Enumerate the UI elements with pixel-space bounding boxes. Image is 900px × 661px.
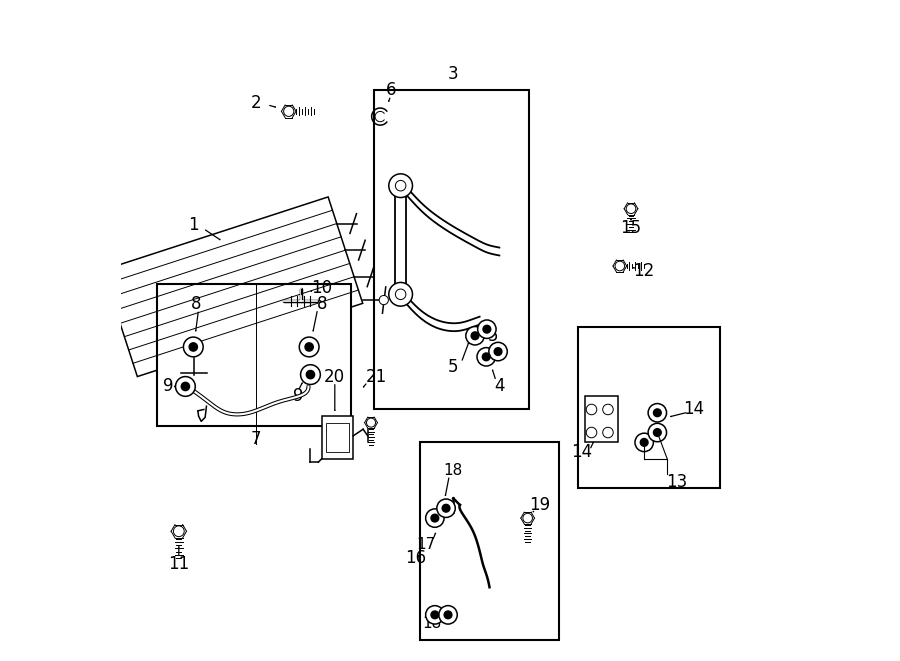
Bar [579, 327, 720, 488]
Circle shape [431, 514, 438, 522]
Circle shape [184, 337, 203, 357]
Bar [420, 442, 559, 640]
Text: 14: 14 [572, 444, 592, 461]
Circle shape [482, 353, 491, 361]
Bar [158, 284, 351, 426]
Circle shape [389, 282, 412, 306]
Text: 19: 19 [529, 496, 551, 514]
Circle shape [306, 370, 315, 379]
Circle shape [466, 327, 484, 345]
Circle shape [301, 365, 320, 385]
Circle shape [640, 438, 648, 446]
Text: 10: 10 [311, 279, 332, 297]
Circle shape [603, 427, 613, 438]
Circle shape [300, 337, 319, 357]
Circle shape [653, 428, 662, 436]
Circle shape [181, 382, 190, 391]
Text: 9: 9 [293, 387, 304, 405]
Polygon shape [103, 197, 363, 377]
Text: 16: 16 [405, 549, 427, 566]
Circle shape [489, 342, 508, 361]
Circle shape [648, 404, 667, 422]
Circle shape [648, 423, 667, 442]
Bar [321, 416, 353, 459]
Circle shape [445, 611, 452, 619]
Text: 13: 13 [667, 473, 688, 491]
Circle shape [586, 405, 597, 414]
Bar [374, 91, 529, 409]
Circle shape [305, 343, 313, 351]
Text: 8: 8 [317, 295, 327, 313]
Circle shape [83, 259, 92, 268]
Text: 14: 14 [683, 401, 704, 418]
Circle shape [189, 343, 197, 351]
Text: 5: 5 [488, 327, 498, 345]
Circle shape [635, 433, 653, 451]
Text: 9: 9 [163, 377, 174, 395]
Circle shape [653, 409, 662, 416]
Circle shape [395, 289, 406, 299]
Circle shape [483, 325, 490, 333]
Circle shape [379, 295, 389, 305]
Circle shape [494, 348, 502, 356]
Text: 5: 5 [448, 358, 458, 375]
Circle shape [426, 605, 444, 624]
Text: 7: 7 [250, 430, 261, 448]
Text: 1: 1 [188, 216, 199, 234]
Text: 2: 2 [250, 95, 261, 112]
Circle shape [586, 427, 597, 438]
Circle shape [471, 332, 479, 340]
Bar [326, 422, 349, 452]
Circle shape [603, 405, 613, 414]
Text: 18: 18 [422, 616, 441, 631]
Text: 18: 18 [444, 463, 463, 477]
Circle shape [108, 314, 116, 322]
Circle shape [436, 499, 455, 518]
Circle shape [439, 605, 457, 624]
Text: 21: 21 [365, 368, 387, 385]
Circle shape [176, 377, 195, 397]
Circle shape [426, 509, 444, 527]
Text: 8: 8 [192, 295, 202, 313]
Text: 6: 6 [385, 81, 396, 99]
Circle shape [389, 174, 412, 198]
Text: 3: 3 [448, 65, 459, 83]
Text: 11: 11 [168, 555, 189, 573]
Circle shape [431, 611, 438, 619]
Text: 20: 20 [324, 368, 346, 385]
Text: 4: 4 [494, 377, 505, 395]
Bar [585, 397, 617, 442]
Text: 12: 12 [634, 262, 655, 280]
Circle shape [395, 180, 406, 191]
Circle shape [442, 504, 450, 512]
Circle shape [477, 348, 495, 366]
Circle shape [478, 320, 496, 338]
Text: 15: 15 [620, 219, 642, 237]
Text: 17: 17 [416, 537, 436, 552]
